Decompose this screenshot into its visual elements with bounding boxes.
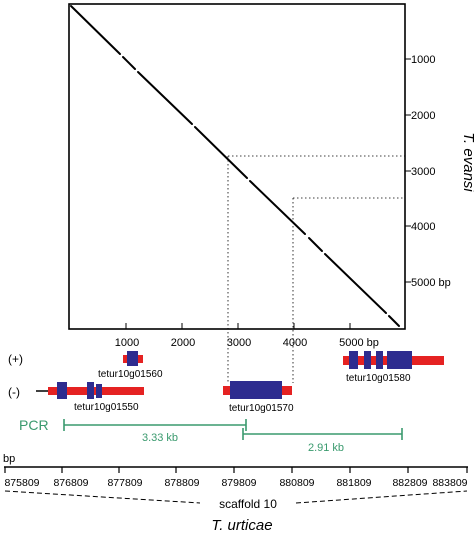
y-tick-label: 5000 bp (411, 277, 451, 289)
gene-label: tetur10g01550 (74, 402, 139, 413)
scaffold-tick-label: 877809 (107, 477, 142, 489)
exon-block (57, 382, 67, 399)
exon-block (349, 351, 358, 369)
exon-block (376, 351, 383, 369)
x-tick-label: 4000 (283, 337, 307, 349)
pcr-product-size: 2.91 kb (308, 442, 344, 454)
dotplot: 1000 2000 3000 4000 5000 bp 1000 2000 30… (68, 3, 474, 383)
gene-label: tetur10g01580 (346, 373, 411, 384)
x-ticks (125, 323, 351, 329)
exon-block (127, 351, 138, 366)
exon-block (230, 381, 282, 399)
gene-tetur10g01560: tetur10g01560 (98, 351, 163, 380)
strand-plus-label: (+) (8, 352, 23, 366)
exon-block (87, 382, 94, 399)
pcr-label: PCR (19, 417, 49, 433)
scaffold-tick-label: 881809 (336, 477, 371, 489)
scaffold-tick-label: 879809 (221, 477, 256, 489)
exon-block (96, 384, 102, 398)
gene-tetur10g01580: tetur10g01580 (343, 351, 444, 384)
dotplot-frame (68, 3, 406, 330)
scaffold-tick-label: 875809 (4, 477, 39, 489)
y-ticks (405, 58, 411, 283)
guide-lines (227, 155, 405, 383)
x-tick-label: 5000 bp (339, 337, 379, 349)
y-tick-label: 4000 (411, 221, 435, 233)
scaffold-tick-label: 880809 (279, 477, 314, 489)
exon-block (364, 351, 371, 369)
scaffold-tick-label: 883809 (432, 477, 467, 489)
x-tick-label: 3000 (227, 337, 251, 349)
y-tick-label: 2000 (411, 110, 435, 122)
y-species-label: T. evansi (460, 132, 474, 192)
scaffold-name: scaffold 10 (219, 497, 277, 511)
scaffold-tick-label: 882809 (392, 477, 427, 489)
scaffold-bracket (4, 490, 468, 504)
x-tick-label: 1000 (115, 337, 139, 349)
pcr-product-size: 3.33 kb (142, 432, 178, 444)
gene-label: tetur10g01570 (229, 403, 294, 414)
exon-block (387, 351, 412, 369)
y-tick-label: 1000 (411, 54, 435, 66)
scaffold-tick-label: 878809 (164, 477, 199, 489)
scaffold-unit-label: bp (3, 453, 15, 465)
pcr-products (63, 419, 403, 440)
gene-label: tetur10g01560 (98, 369, 163, 380)
gene-tetur10g01570: tetur10g01570 (223, 381, 294, 414)
x-species-label: T. urticae (211, 517, 272, 534)
gene-tetur10g01550: tetur10g01550 (36, 382, 144, 413)
scaffold-tick-label: 876809 (53, 477, 88, 489)
x-tick-label: 2000 (171, 337, 195, 349)
alignment-diagonal (70, 5, 400, 327)
scaffold-axis: bp 875809 876809 877809 878809 879809 88… (3, 453, 468, 534)
strand-minus-label: (-) (8, 385, 20, 399)
y-tick-label: 3000 (411, 166, 435, 178)
gene-models: (+) (-) tetur10g01560 tetur10g01550 tetu… (8, 351, 444, 414)
